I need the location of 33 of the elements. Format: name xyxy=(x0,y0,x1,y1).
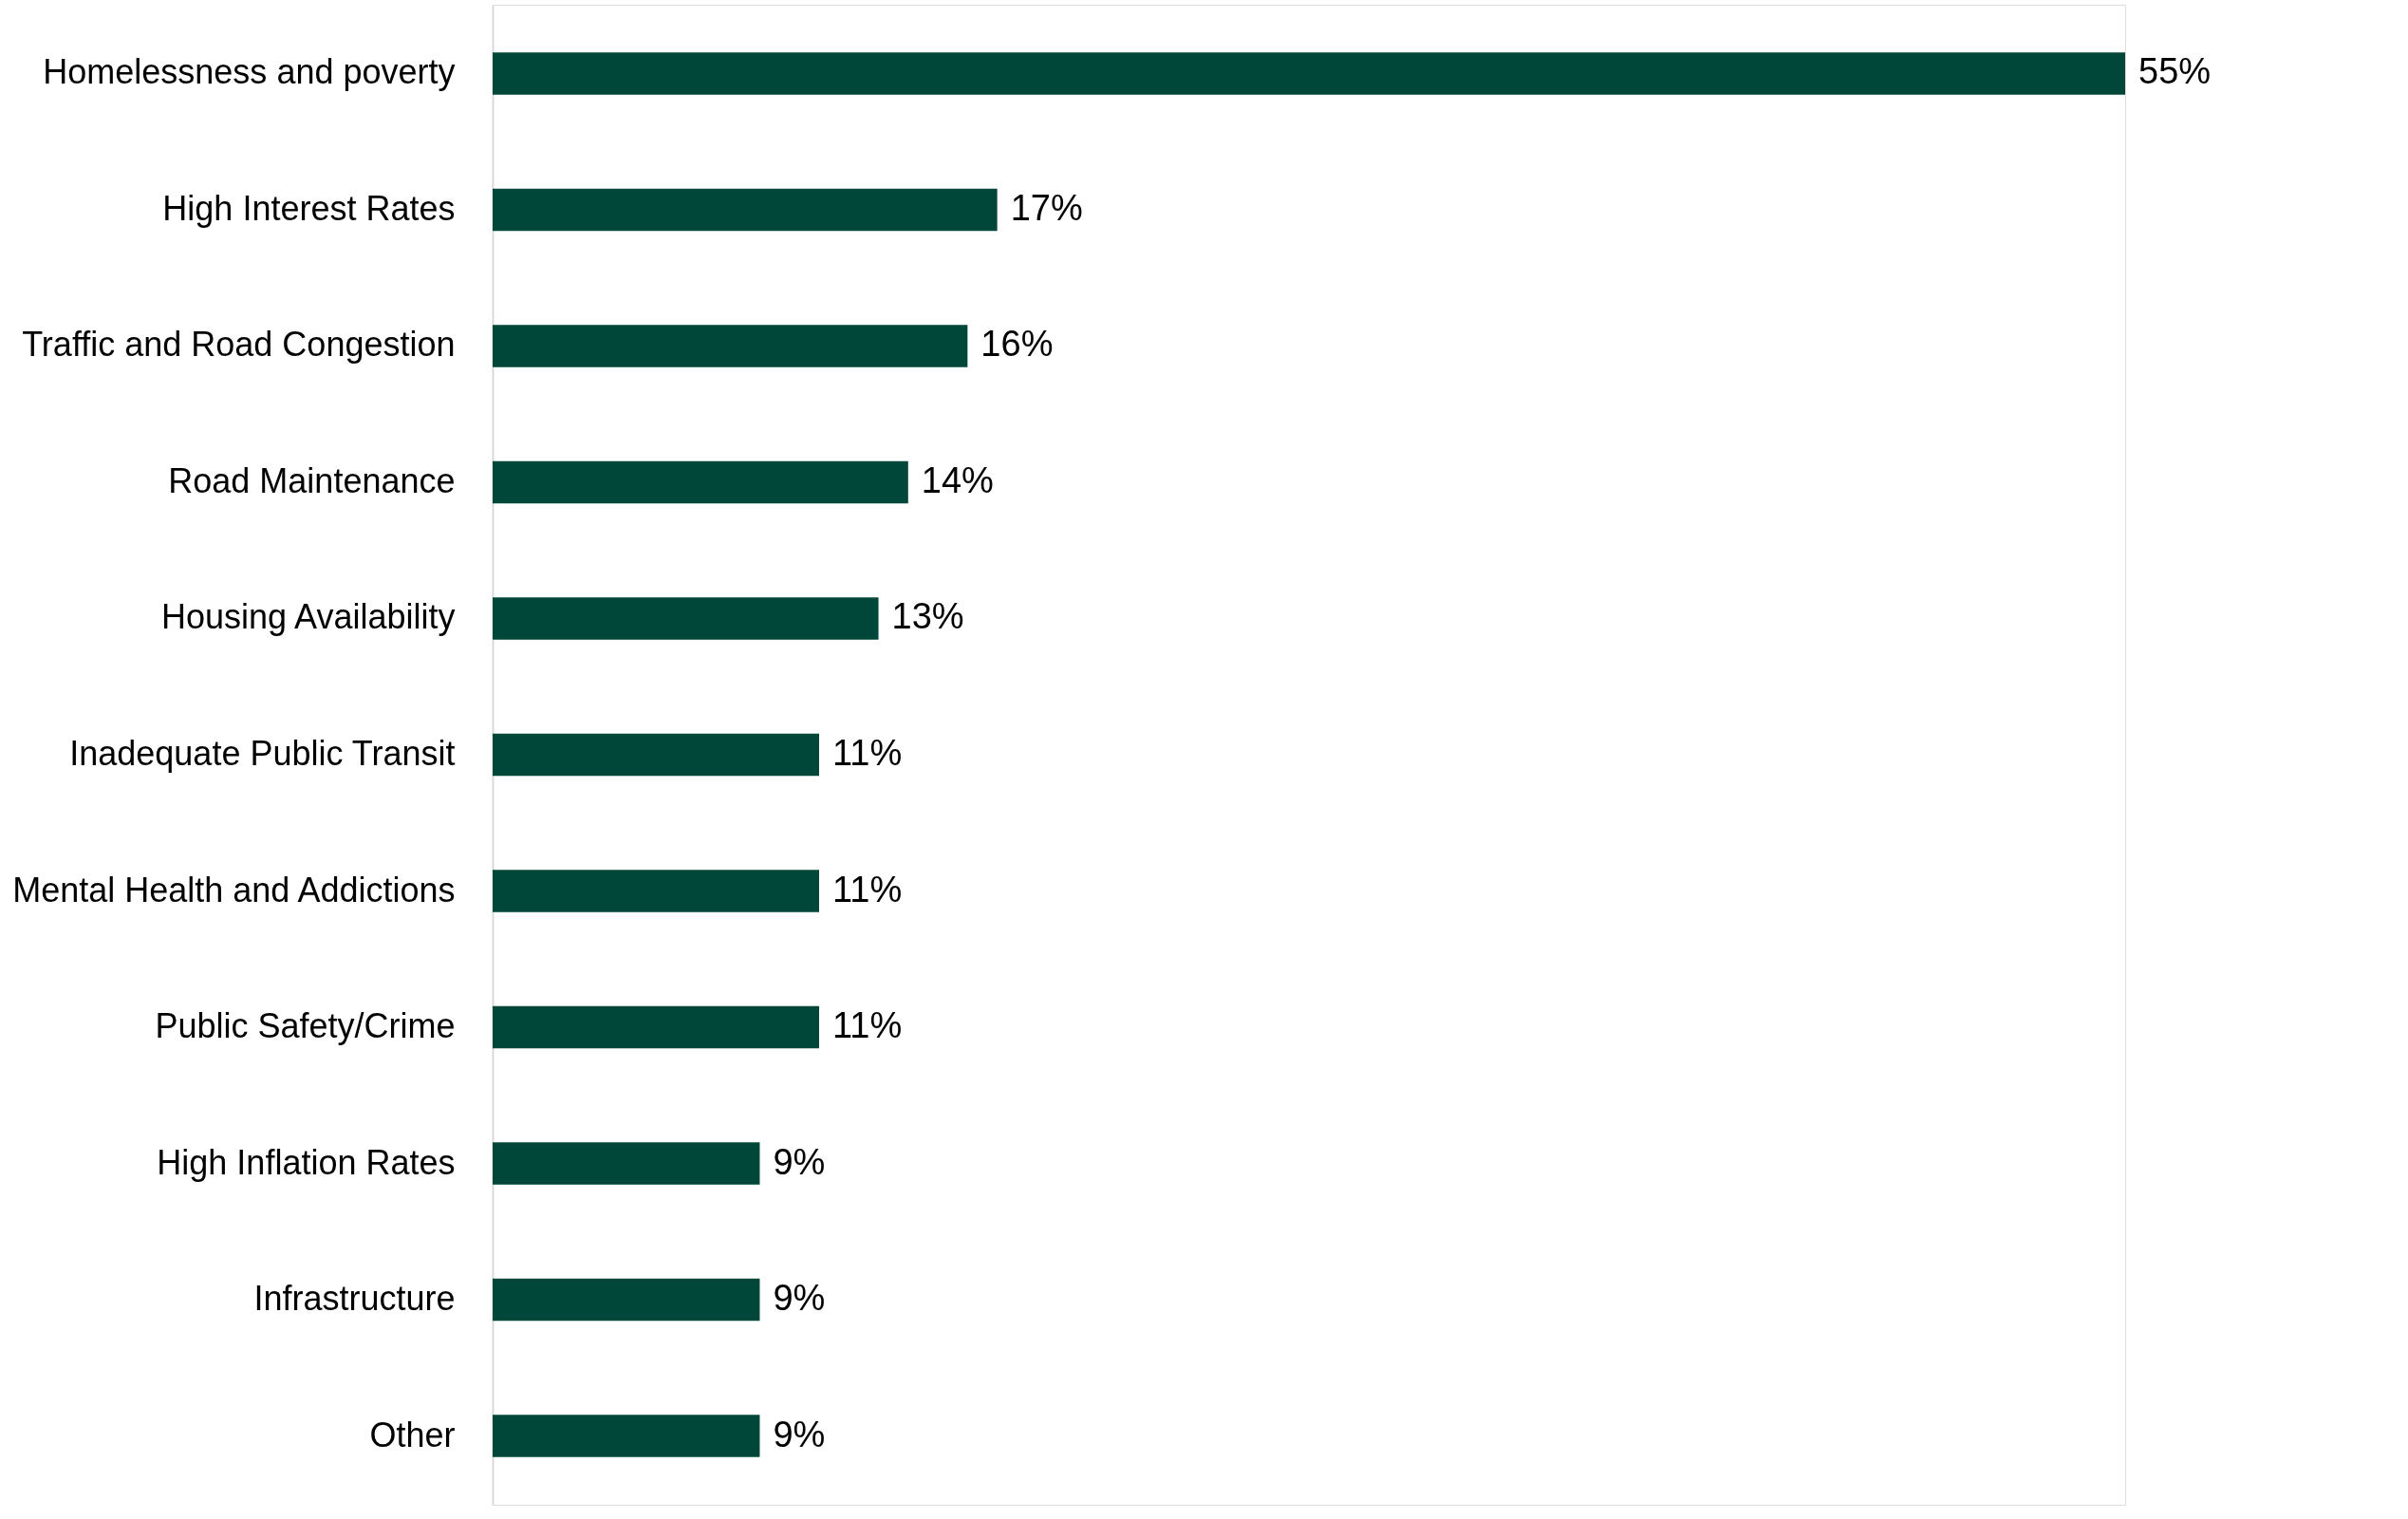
bar xyxy=(493,52,2125,95)
data-label: 11% xyxy=(832,1005,903,1046)
data-label: 17% xyxy=(1010,187,1083,228)
data-label: 16% xyxy=(980,324,1054,365)
y-tick-label: High Inflation Rates xyxy=(157,1142,456,1182)
data-label: 55% xyxy=(2138,51,2212,92)
bar xyxy=(493,1415,760,1457)
bar xyxy=(493,188,998,232)
bar xyxy=(493,1005,819,1049)
y-tick-label: Housing Availability xyxy=(160,597,456,637)
y-tick-label: Mental Health and Addictions xyxy=(12,870,456,910)
y-tick-label: Inadequate Public Transit xyxy=(69,734,456,773)
bar xyxy=(493,325,968,367)
data-label: 13% xyxy=(891,596,964,637)
bar xyxy=(493,1142,760,1185)
data-label: 14% xyxy=(921,459,994,500)
data-label: 11% xyxy=(832,733,903,773)
data-label: 11% xyxy=(832,869,903,910)
y-tick-label: Public Safety/Crime xyxy=(155,1006,456,1046)
bar xyxy=(493,1278,760,1322)
data-label: 9% xyxy=(773,1141,826,1182)
y-tick-label: Traffic and Road Congestion xyxy=(22,325,456,365)
y-tick-label: Infrastructure xyxy=(253,1279,456,1319)
y-tick-label: Homelessness and poverty xyxy=(43,52,456,92)
bar xyxy=(493,870,819,912)
bar xyxy=(493,733,819,777)
y-tick-label: Other xyxy=(369,1415,456,1454)
bar xyxy=(493,597,879,640)
data-label: 9% xyxy=(773,1414,826,1454)
bar xyxy=(493,460,908,504)
y-tick-label: High Interest Rates xyxy=(162,188,456,228)
data-label: 9% xyxy=(773,1278,826,1319)
y-tick-label: Road Maintenance xyxy=(168,460,456,500)
